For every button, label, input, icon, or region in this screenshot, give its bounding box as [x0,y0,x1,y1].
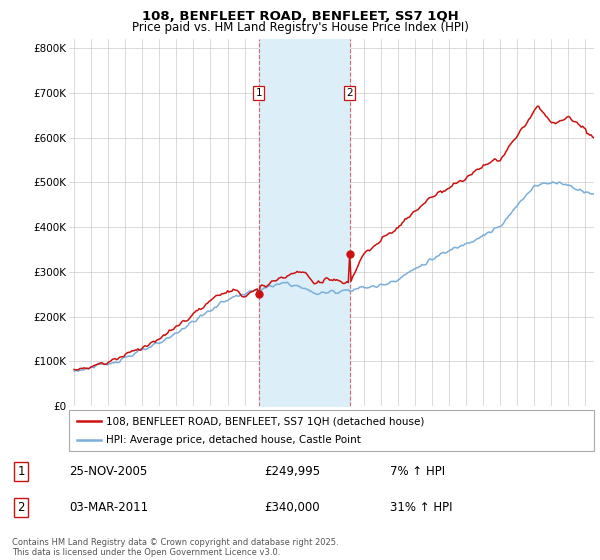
Text: Price paid vs. HM Land Registry's House Price Index (HPI): Price paid vs. HM Land Registry's House … [131,21,469,34]
Text: 1: 1 [17,465,25,478]
Text: 108, BENFLEET ROAD, BENFLEET, SS7 1QH: 108, BENFLEET ROAD, BENFLEET, SS7 1QH [142,10,458,22]
Text: 1: 1 [256,88,262,98]
Text: 7% ↑ HPI: 7% ↑ HPI [390,465,445,478]
Text: 2: 2 [17,501,25,515]
Text: £249,995: £249,995 [264,465,320,478]
Text: 03-MAR-2011: 03-MAR-2011 [69,501,148,515]
Text: Contains HM Land Registry data © Crown copyright and database right 2025.
This d: Contains HM Land Registry data © Crown c… [12,538,338,557]
Text: HPI: Average price, detached house, Castle Point: HPI: Average price, detached house, Cast… [106,435,361,445]
Text: 25-NOV-2005: 25-NOV-2005 [69,465,147,478]
Text: £340,000: £340,000 [264,501,320,515]
Text: 2: 2 [346,88,353,98]
Text: 31% ↑ HPI: 31% ↑ HPI [390,501,452,515]
Text: 108, BENFLEET ROAD, BENFLEET, SS7 1QH (detached house): 108, BENFLEET ROAD, BENFLEET, SS7 1QH (d… [106,417,424,426]
